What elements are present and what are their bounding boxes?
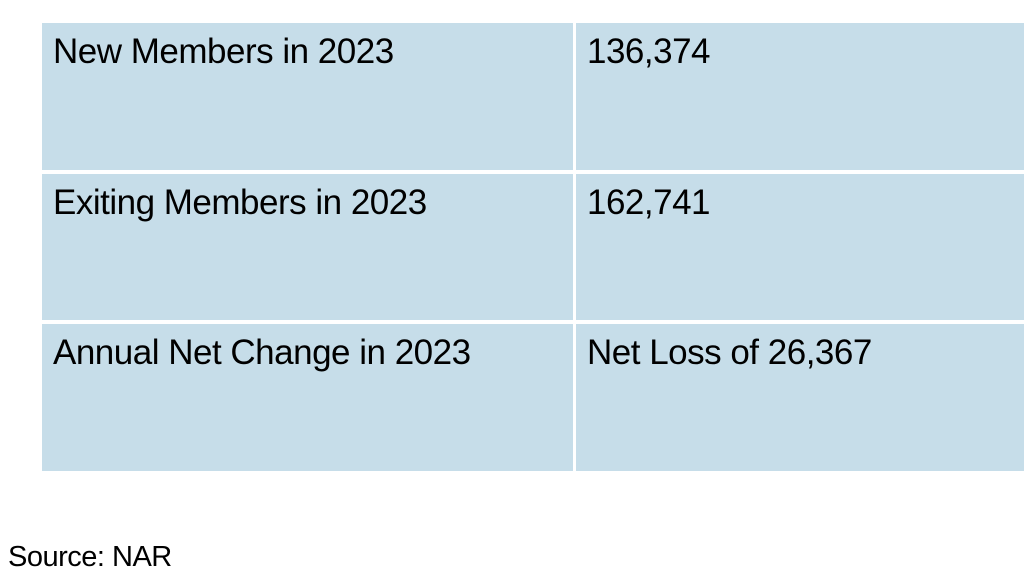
table-cell-value-new-members: 136,374 <box>576 23 1024 170</box>
table-cell-label-new-members: New Members in 2023 <box>42 23 573 170</box>
table-cell-label-exiting-members: Exiting Members in 2023 <box>42 173 573 321</box>
membership-table: New Members in 2023 136,374 Exiting Memb… <box>42 23 1024 471</box>
table-cell-value-exiting-members: 162,741 <box>576 173 1024 321</box>
source-attribution: Source: NAR <box>8 541 172 573</box>
table-cell-value-annual-net-change: Net Loss of 26,367 <box>576 324 1024 471</box>
table-cell-label-annual-net-change: Annual Net Change in 2023 <box>42 324 573 471</box>
